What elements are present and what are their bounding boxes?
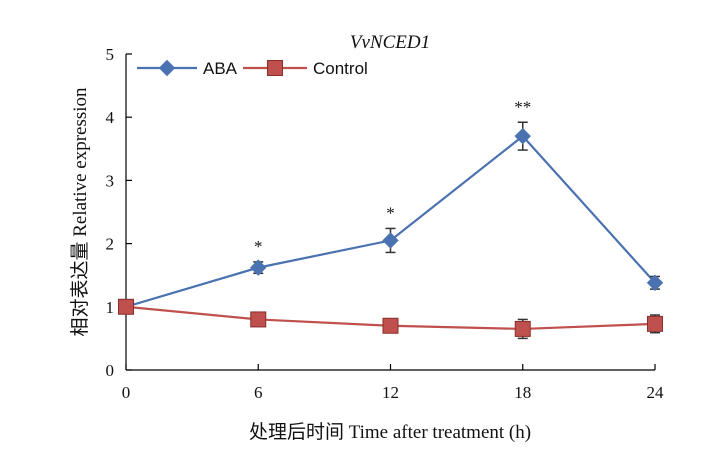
x-tick-label: 0	[122, 383, 131, 402]
series-aba: ****	[117, 97, 664, 316]
legend-label: Control	[313, 59, 368, 78]
y-tick-label: 5	[106, 45, 115, 64]
legend-marker	[267, 60, 283, 76]
legend: ABA Control	[137, 59, 368, 78]
legend-marker	[158, 59, 176, 77]
significance-label: *	[386, 203, 395, 222]
series-control	[118, 298, 663, 340]
data-point	[514, 127, 531, 145]
y-axis-title: 相对表达量 Relative expression	[69, 87, 91, 337]
data-point	[647, 315, 663, 332]
x-axis-title: 处理后时间 Time after treatment (h)	[249, 421, 531, 443]
legend-item-aba: ABA	[137, 59, 238, 78]
significance-label: *	[254, 237, 263, 256]
x-tick-label: 18	[514, 383, 531, 402]
data-point	[250, 311, 267, 328]
legend-label: ABA	[203, 59, 238, 78]
x-tick-label: 6	[254, 383, 263, 402]
data-point	[382, 317, 399, 334]
data-point	[382, 232, 399, 249]
y-tick-label: 0	[106, 361, 115, 380]
data-point	[118, 298, 134, 315]
y-tick-label: 4	[106, 108, 115, 127]
data-point	[514, 320, 531, 337]
y-tick-label: 2	[106, 235, 115, 254]
data-point	[250, 259, 267, 276]
significance-label: **	[514, 97, 531, 116]
series-layer: ****	[117, 97, 664, 340]
y-tick-label: 1	[106, 298, 115, 317]
x-tick-label: 12	[382, 383, 399, 402]
legend-item-control: Control	[243, 59, 368, 78]
chart-title: VvNCED1	[350, 32, 430, 53]
x-tick-label: 24	[647, 383, 665, 402]
data-point	[646, 274, 664, 291]
y-tick-label: 3	[106, 171, 115, 190]
